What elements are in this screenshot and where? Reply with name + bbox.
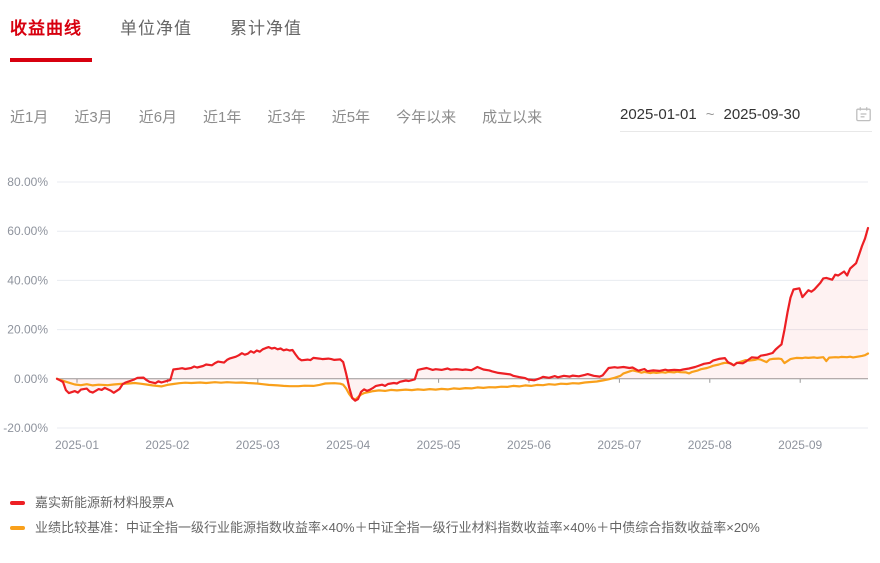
calendar-icon[interactable]	[855, 106, 872, 123]
date-range-separator: ~	[705, 106, 715, 123]
fund-series-dash-icon	[10, 501, 25, 505]
series-line-嘉实新能源新	[55, 226, 870, 402]
range-5y[interactable]: 近5年	[331, 109, 371, 126]
range-3m[interactable]: 近3月	[74, 109, 113, 126]
benchmark-series-label: 业绩比较基准：中证全指一级行业能源指数收益率×40%＋中证全指一级行业材料指数收…	[35, 520, 760, 535]
view-tabs: 收益曲线 单位净值 累计净值	[10, 14, 302, 39]
benchmark-series-dash-icon	[10, 526, 25, 530]
time-range-filters: 近1月 近3月 近6月 近1年 近3年 近5年 今年以来 成立以来	[10, 106, 542, 127]
range-1y[interactable]: 近1年	[203, 109, 242, 126]
tab-cumulative-nav[interactable]: 累计净值	[230, 19, 302, 38]
x-axis-label: 2025-09	[778, 438, 822, 452]
x-axis-label: 2025-02	[145, 438, 189, 452]
series-area-0	[57, 228, 868, 401]
end-date-value[interactable]: 2025-09-30	[723, 106, 801, 123]
tab-return-curve[interactable]: 收益曲线	[10, 19, 82, 38]
series-line-业绩比较基准	[55, 352, 870, 401]
x-axis-label: 2025-01	[55, 438, 99, 452]
range-6m[interactable]: 近6月	[138, 109, 178, 126]
performance-chart-svg[interactable]: 80.00% 60.00% 40.00% 20.00% 0.00% -20.00% 2025…	[0, 160, 880, 465]
x-axis-label: 2025-08	[688, 438, 732, 452]
x-axis-label: 2025-07	[597, 438, 641, 452]
chart-legend: 嘉实新能源新材料股票A 业绩比较基准：中证全指一级行业能源指数收益率×40%＋中…	[10, 492, 760, 542]
legend-item-benchmark[interactable]: 业绩比较基准：中证全指一级行业能源指数收益率×40%＋中证全指一级行业材料指数收…	[10, 517, 760, 539]
start-date-value[interactable]: 2025-01-01	[620, 106, 697, 123]
y-axis-label: 40.00%	[7, 273, 48, 287]
return-curve-chart[interactable]: 80.00% 60.00% 40.00% 20.00% 0.00% -20.00% 2025…	[0, 160, 880, 465]
x-axis-label: 2025-05	[417, 438, 461, 452]
active-tab-underline	[10, 58, 92, 62]
fund-series-label: 嘉实新能源新材料股票A	[35, 495, 174, 510]
y-axis-label: 80.00%	[7, 175, 48, 189]
legend-item-fund[interactable]: 嘉实新能源新材料股票A	[10, 492, 760, 514]
x-axis-label: 2025-03	[236, 438, 280, 452]
date-range-picker[interactable]: 2025-01-01 ~ 2025-09-30	[620, 98, 872, 132]
range-ytd[interactable]: 今年以来	[396, 109, 457, 126]
x-axis-label: 2025-04	[326, 438, 370, 452]
range-1m[interactable]: 近1月	[10, 109, 49, 126]
range-since-inception[interactable]: 成立以来	[482, 109, 543, 126]
y-axis-label: 60.00%	[7, 224, 48, 238]
x-axis-label: 2025-06	[507, 438, 551, 452]
y-axis-label: 20.00%	[7, 323, 48, 337]
y-axis-label: 0.00%	[14, 372, 48, 386]
range-3y[interactable]: 近3年	[267, 109, 306, 126]
tab-unit-nav[interactable]: 单位净值	[120, 19, 192, 38]
y-axis-label: -20.00%	[3, 421, 48, 435]
